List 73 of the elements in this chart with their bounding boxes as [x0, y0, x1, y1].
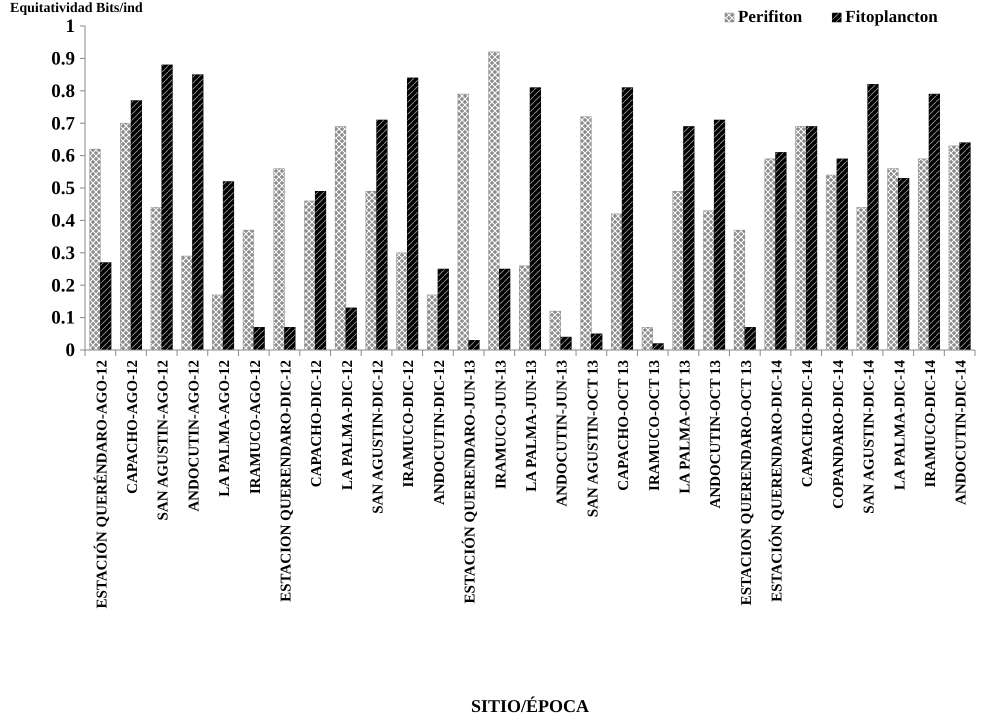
bar — [591, 334, 602, 350]
bar — [346, 308, 357, 350]
bar — [130, 100, 142, 350]
x-tick-label: SAN AGUSTIN-DIC-12 — [370, 360, 387, 514]
y-tick-label: 0.8 — [51, 80, 75, 102]
bar — [468, 340, 480, 350]
x-tick-label: CAPACHO-OCT 13 — [616, 360, 632, 491]
legend-label: Fitoplancton — [845, 7, 938, 26]
y-tick-label: 0.7 — [51, 113, 76, 134]
x-tick-label: CAPACHO-AGO-12 — [125, 360, 142, 494]
y-tick-label: 0.3 — [51, 242, 75, 264]
bar — [714, 120, 726, 350]
y-axis-title: Equitatividad Bits/ind — [10, 1, 143, 16]
x-tick-label: COPANDARO-DIC-14 — [830, 360, 847, 509]
bar — [406, 78, 418, 350]
bar — [898, 178, 910, 350]
bar — [314, 190, 326, 350]
bar — [376, 120, 388, 350]
x-tick-label: LA PALMA-OCT 13 — [677, 360, 694, 494]
x-tick-label: LA PALMA-JUN-13 — [524, 360, 540, 492]
x-tick-label: SAN AGUSTIN-AGO-12 — [156, 360, 172, 520]
bar — [222, 181, 234, 350]
bar — [284, 327, 296, 350]
x-tick-label: IRAMUCO-AGO-12 — [248, 360, 264, 494]
x-tick-label: LA PALMA-DIC-14 — [892, 360, 908, 490]
bar — [530, 87, 541, 350]
legend-label: Perifiton — [738, 7, 803, 26]
bar — [806, 126, 818, 350]
bar — [928, 94, 940, 350]
bar — [499, 268, 510, 350]
x-tick-label: ANDOCUTIN-DIC-14 — [954, 360, 970, 505]
bar — [744, 327, 756, 350]
x-tick-label: CAPACHO-DIC-14 — [800, 360, 816, 488]
bar — [192, 74, 204, 350]
x-tick-label: ESTACIÓN QUERÉNDARO-AGO-12 — [93, 360, 110, 608]
bar — [652, 343, 664, 350]
x-tick-label: SAN AGUSTIN-DIC-14 — [862, 360, 878, 514]
x-tick-label: ANDOCUTIN-AGO-12 — [186, 360, 202, 512]
x-tick-label: ESTACION QUERENDARO-DIC-12 — [278, 360, 294, 602]
x-tick-label: ANDOCUTIN-OCT 13 — [708, 360, 724, 508]
bar — [254, 327, 265, 350]
x-tick-label: IRAMUCO-OCT 13 — [646, 360, 663, 491]
x-tick-label: CAPACHO-DIC-12 — [309, 360, 326, 488]
y-tick-label: 0.4 — [51, 210, 76, 232]
x-tick-label: ESTACIÓN QUERENDARO-JUN-13 — [462, 360, 479, 604]
bar — [100, 262, 112, 350]
y-tick-label: 0.2 — [51, 275, 75, 296]
bar — [622, 87, 634, 350]
x-tick-label: LA PALMA-DIC-12 — [340, 360, 356, 490]
bar — [867, 84, 879, 350]
bar — [836, 158, 848, 350]
x-tick-label: IRAMUCO-DIC-12 — [401, 360, 418, 488]
x-tick-label: IRAMUCO-JUN-13 — [493, 360, 510, 490]
bar — [438, 268, 449, 350]
x-tick-label: ANDOCUTIN-DIC-12 — [432, 360, 448, 505]
bar — [683, 126, 694, 350]
bar — [161, 64, 173, 350]
y-tick-label: 0.5 — [51, 178, 75, 200]
x-tick-label: IRAMUCO-DIC-14 — [922, 360, 939, 488]
y-tick-label: 0 — [66, 340, 75, 362]
y-tick-label: 1 — [66, 16, 75, 38]
y-tick-label: 0.6 — [51, 146, 75, 167]
x-tick-label: LA PALMA-AGO-12 — [217, 360, 234, 497]
y-tick-label: 0.1 — [51, 308, 75, 329]
x-tick-label: ANDOCUTIN-JUN-13 — [554, 360, 571, 507]
x-axis-title: SITIO/ÉPOCA — [470, 696, 590, 716]
y-tick-label: 0.9 — [51, 48, 75, 70]
bar — [560, 336, 572, 350]
x-tick-label: ESTACION QUERENDARO-OCT 13 — [738, 360, 755, 606]
x-tick-label: ESTACIÓN QUERENDARO-DIC-14 — [768, 360, 786, 602]
x-tick-label: SAN AGUSTIN-OCT 13 — [585, 360, 602, 518]
bar — [775, 152, 787, 350]
bar — [959, 142, 971, 350]
